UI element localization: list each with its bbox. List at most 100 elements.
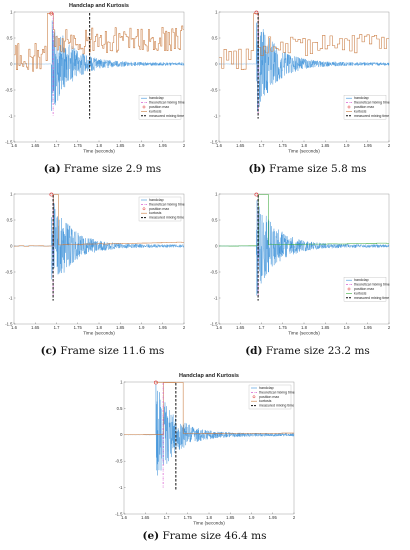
subfigure-a: Handclap and Kurtosis -1.5 -1 -0.5 0 0.5 1 1.6 1…: [0, 0, 205, 182]
y-tick-label-b: 0.5: [212, 35, 218, 40]
y-tick-label-a: -1: [9, 113, 13, 118]
legend-label-d: handclap: [354, 278, 369, 282]
handclap-series-a: [13, 20, 185, 111]
plot-area-a: [13, 11, 185, 143]
x-tick-label-c: 1.6: [11, 325, 17, 330]
x-tick-label-d: 1.75: [279, 325, 288, 330]
x-tick-label-d: 1.7: [259, 325, 265, 330]
y-tick-label-e: -0.5: [115, 459, 123, 464]
x-tick-label-c: 1.65: [31, 325, 40, 330]
legend-label-c: handclap: [149, 198, 164, 202]
y-tick-label-a: 1: [10, 9, 13, 14]
x-tick-label-e: 1.9: [249, 515, 255, 520]
x-tick-label-a: 1.75: [74, 143, 83, 148]
chart-b: -1.5 -1 -0.5 0 0.5 1 1.6 1.65 1.7 1.75 1.8 1.85 1.9 1…: [210, 9, 391, 154]
legend-label-d: position max: [354, 287, 374, 291]
legend-label-d: theoretical mixing time: [354, 283, 390, 287]
y-tick-label-e: -1: [119, 485, 123, 490]
x-tick-label-e: 1.7: [164, 515, 170, 520]
legend-label-a: kurtosis: [149, 109, 162, 113]
legend-label-b: theoretical mixing time: [354, 101, 390, 105]
x-tick-label-d: 1.9: [344, 325, 350, 330]
x-tick-label-e: 1.65: [141, 515, 150, 520]
x-tick-label-a: 1.9: [139, 143, 145, 148]
legend-label-d: measured mixing time: [354, 296, 389, 300]
chart-e: Handclap and Kurtosis -1.5 -1 -0.5 0 0.5 1 1.6 1…: [115, 373, 296, 526]
subfigure-e: Handclap and Kurtosis -1.5 -1 -0.5 0 0.5 1 1.6 1…: [102, 370, 307, 550]
legend-label-d: kurtosis: [354, 291, 367, 295]
legend-label-c: position max: [149, 207, 169, 211]
x-axis-label-a: Time (seconds): [83, 149, 115, 154]
x-tick-label-c: 1.95: [159, 325, 168, 330]
legend-label-b: measured mixing time: [354, 114, 389, 118]
plot-area-b: [218, 11, 390, 143]
x-tick-label-e: 1.6: [121, 515, 127, 520]
legend-label-c: theoretical mixing time: [149, 202, 185, 206]
x-tick-label-a: 1.85: [116, 143, 125, 148]
y-tick-label-b: 1: [215, 9, 218, 14]
y-tick-label-a: 0: [10, 61, 13, 66]
caption-a: (a) Frame size 2.9 ms: [43, 163, 162, 175]
chart-a: Handclap and Kurtosis -1.5 -1 -0.5 0 0.5 1 1.6 1…: [5, 3, 186, 154]
caption-c: (c) Frame size 11.6 ms: [40, 345, 165, 357]
legend-label-a: handclap: [149, 96, 164, 100]
legend-label-e: theoretical mixing time: [259, 390, 295, 394]
position-max-marker-b: [254, 10, 259, 15]
legend-label-a: position max: [149, 105, 169, 109]
handclap-series-b: [218, 22, 390, 112]
subfigure-b: -1.5 -1 -0.5 0 0.5 1 1.6 1.65 1.7 1.75 1.8 1.85 1.9 1…: [205, 0, 410, 182]
y-tick-label-b: -0.5: [210, 87, 218, 92]
x-tick-label-e: 1.75: [184, 515, 193, 520]
x-tick-label-a: 1.8: [96, 143, 102, 148]
x-tick-label-d: 1.65: [236, 325, 245, 330]
x-tick-label-c: 1.8: [96, 325, 102, 330]
subfigure-d: -1.5 -1 -0.5 0 0.5 1 1.6 1.65 1.7 1.75 1.8 1.85 1.9 1…: [205, 182, 410, 364]
caption-b: (b) Frame size 5.8 ms: [248, 163, 367, 175]
legend-label-c: measured mixing time: [149, 216, 184, 220]
x-tick-label-c: 1.75: [74, 325, 83, 330]
legend-box-e: [248, 384, 292, 410]
y-tick-label-d: -1: [214, 295, 218, 300]
legend-swatch-b: [347, 105, 351, 109]
y-tick-label-a: -1.5: [5, 139, 13, 144]
chart-d: -1.5 -1 -0.5 0 0.5 1 1.6 1.65 1.7 1.75 1.8 1.85 1.9 1…: [210, 191, 391, 335]
y-tick-label-b: 0: [215, 61, 218, 66]
legend-label-e: handclap: [259, 386, 274, 390]
y-tick-label-a: 0.5: [7, 35, 13, 40]
legend-label-c: kurtosis: [149, 211, 162, 215]
y-tick-label-e: -1.5: [115, 511, 123, 516]
legend-label-e: position max: [259, 395, 279, 399]
y-tick-label-d: 1: [215, 191, 218, 196]
x-tick-label-b: 1.9: [344, 143, 350, 148]
x-tick-label-a: 1.7: [54, 143, 60, 148]
x-tick-label-d: 1.6: [216, 325, 222, 330]
x-tick-label-b: 1.7: [259, 143, 265, 148]
x-tick-label-e: 1.95: [269, 515, 278, 520]
y-tick-label-e: 0: [120, 432, 123, 437]
legend-label-b: handclap: [354, 96, 369, 100]
x-tick-label-c: 1.7: [54, 325, 60, 330]
x-tick-label-a: 2: [183, 143, 186, 148]
kurtosis-series-d: [219, 194, 389, 247]
x-axis-label-c: Time (seconds): [83, 331, 115, 336]
legend-swatch-e: [252, 395, 256, 399]
legend-swatch-d: [347, 287, 351, 291]
y-tick-label-c: -1: [9, 295, 13, 300]
x-tick-label-d: 1.85: [321, 325, 330, 330]
x-tick-label-d: 1.95: [364, 325, 373, 330]
y-tick-label-c: 0.5: [7, 217, 13, 222]
x-axis-label-e: Time (seconds): [193, 521, 225, 526]
y-tick-label-c: 0: [10, 243, 13, 248]
x-tick-label-a: 1.6: [11, 143, 17, 148]
x-axis-label-b: Time (seconds): [288, 149, 320, 154]
legend-box-a: [138, 95, 182, 120]
x-tick-label-d: 1.8: [301, 325, 307, 330]
y-tick-label-e: 1: [120, 379, 123, 384]
x-tick-label-c: 1.9: [139, 325, 145, 330]
caption-e: (e) Frame size 46.4 ms: [142, 530, 267, 542]
y-tick-label-d: 0: [215, 243, 218, 248]
x-tick-label-a: 1.95: [159, 143, 168, 148]
x-tick-label-a: 1.65: [31, 143, 40, 148]
position-max-marker-d: [254, 192, 259, 197]
legend-box-d: [343, 277, 387, 302]
